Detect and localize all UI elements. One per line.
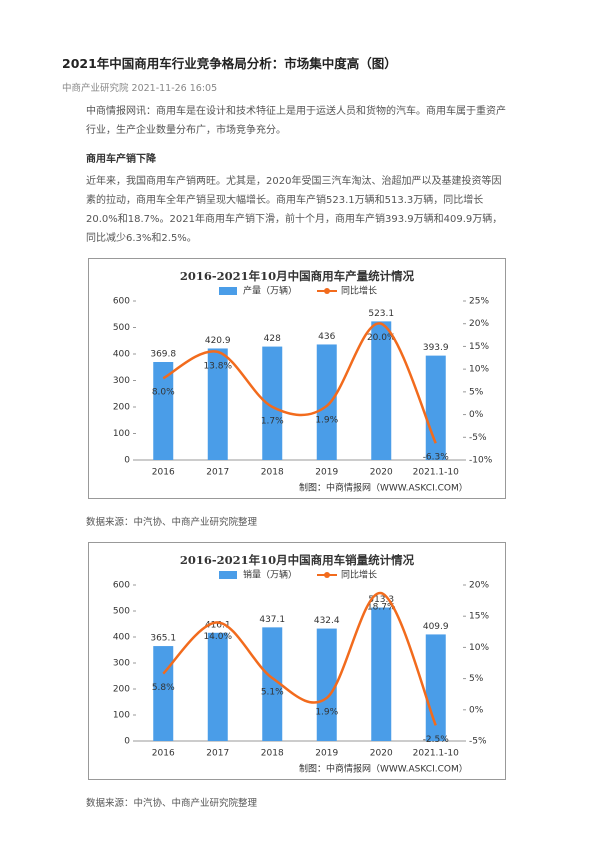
chart-annotation: 制图：中商情报网（WWW.ASKCI.COM） (299, 763, 468, 775)
x-tick-label: 2020 (370, 749, 393, 759)
y-tick-label: 600 (113, 297, 130, 307)
y2-tick-label: 10% (469, 365, 489, 375)
paragraph: 近年来，我国商用车产销两旺。尤其是，2020年受国三汽车淘汰、治超加严以及基建投… (86, 176, 503, 244)
data-label: 20.0% (367, 333, 396, 343)
chart-title: 2016-2021年10月中国商用车销量统计情况 (180, 553, 415, 567)
y-tick-label: 300 (113, 659, 130, 669)
x-tick-label: 2021.1-10 (413, 749, 459, 759)
line (162, 591, 437, 726)
data-label: 523.1 (368, 309, 394, 319)
data-label: 1.9% (315, 415, 338, 425)
x-tick-label: 2017 (206, 468, 229, 478)
source-note: 数据来源：中汽协、中商产业研究院整理 (86, 517, 258, 528)
data-label: -2.5% (423, 735, 450, 745)
x-tick-label: 2016 (152, 468, 175, 478)
y-tick-label: 300 (113, 376, 130, 386)
article-title: 2021年中国商用车行业竞争格局分析：市场集中度高（图） (62, 56, 397, 71)
y2-tick-label: 25% (469, 297, 489, 307)
x-tick-label: 2016 (152, 749, 175, 759)
bar (425, 355, 446, 460)
bar (153, 362, 174, 460)
data-label: -6.3% (423, 453, 450, 463)
x-tick-label: 2018 (261, 749, 284, 759)
y2-tick-label: 5% (469, 674, 484, 684)
data-label: 432.4 (314, 616, 340, 626)
data-label: 1.7% (261, 416, 284, 426)
y-tick-label: 200 (113, 685, 130, 695)
chart: 2016-2021年10月中国商用车产量统计情况 0 100 200 300 400 500… (88, 258, 506, 499)
y2-tick-label: 20% (469, 319, 489, 329)
y2-tick-label: -5% (469, 433, 487, 443)
data-label: 365.1 (150, 634, 176, 644)
legend-label: 同比增长 (341, 569, 377, 581)
data-label: 8.0% (152, 388, 175, 398)
section-heading: 商用车产销下降 (86, 154, 156, 165)
y-tick-label: 0 (124, 737, 130, 747)
legend-label: 产量（万辆） (243, 285, 297, 297)
y2-tick-label: 5% (469, 387, 484, 397)
data-label: 13.8% (203, 361, 232, 371)
bar (371, 607, 392, 741)
data-label: 5.8% (152, 683, 175, 693)
bar (262, 346, 283, 460)
data-label: 420.9 (205, 336, 231, 346)
legend-swatch (219, 571, 237, 579)
x-tick-label: 2020 (370, 468, 393, 478)
y-tick-label: 500 (113, 607, 130, 617)
x-tick-label: 2017 (206, 749, 229, 759)
legend-swatch (219, 287, 237, 295)
bar (207, 348, 228, 460)
legend-label: 同比增长 (341, 285, 377, 297)
y2-tick-label: 0% (469, 705, 484, 715)
x-tick-label: 2021.1-10 (413, 468, 459, 478)
chart: 2016-2021年10月中国商用车销量统计情况 0 100 200 300 400 500… (88, 542, 506, 780)
y2-tick-label: 15% (469, 342, 489, 352)
legend-swatch (324, 572, 330, 578)
bar (207, 632, 228, 741)
y-tick-label: 600 (113, 581, 130, 591)
y2-tick-label: 15% (469, 612, 489, 622)
data-label: 14.0% (203, 632, 232, 642)
data-label: 393.9 (423, 343, 449, 353)
data-label: 409.9 (423, 622, 449, 632)
y-tick-label: 200 (113, 403, 130, 413)
bar (153, 646, 174, 741)
y2-tick-label: 10% (469, 643, 489, 653)
bar (371, 321, 392, 460)
y2-tick-label: 0% (469, 410, 484, 420)
y-tick-label: 100 (113, 429, 130, 439)
data-label: 5.1% (261, 687, 284, 697)
y-tick-label: 400 (113, 350, 130, 360)
data-label: 18.7% (367, 603, 396, 613)
y2-tick-label: -10% (469, 456, 493, 466)
data-label: 1.9% (315, 707, 338, 717)
data-label: 437.1 (259, 615, 285, 625)
paragraph: 中商情报网讯：商用车是在设计和技术特征上是用于运送人员和货物的汽车。商用车属于重… (86, 106, 506, 136)
data-label: 369.8 (150, 350, 176, 360)
data-label: 428 (264, 334, 281, 344)
source-note: 数据来源：中汽协、中商产业研究院整理 (86, 798, 258, 809)
bar (316, 344, 337, 460)
data-label: 416.1 (205, 620, 231, 630)
x-tick-label: 2019 (315, 468, 338, 478)
chart-annotation: 制图：中商情报网（WWW.ASKCI.COM） (299, 482, 468, 494)
data-label: 436 (318, 332, 335, 342)
y2-tick-label: -5% (469, 737, 487, 747)
x-tick-label: 2018 (261, 468, 284, 478)
legend-label: 销量（万辆） (243, 569, 297, 581)
legend-swatch (324, 288, 330, 294)
y2-tick-label: 20% (469, 581, 489, 591)
y-tick-label: 400 (113, 633, 130, 643)
article-meta: 中商产业研究院 2021-11-26 16:05 (62, 83, 218, 94)
line (162, 322, 437, 444)
chart-title: 2016-2021年10月中国商用车产量统计情况 (180, 269, 415, 283)
x-tick-label: 2019 (315, 749, 338, 759)
data-label: 513.3 (368, 595, 394, 605)
bar (316, 628, 337, 741)
y-tick-label: 100 (113, 711, 130, 721)
y-tick-label: 500 (113, 323, 130, 333)
bar (262, 627, 283, 741)
y-tick-label: 0 (124, 456, 130, 466)
